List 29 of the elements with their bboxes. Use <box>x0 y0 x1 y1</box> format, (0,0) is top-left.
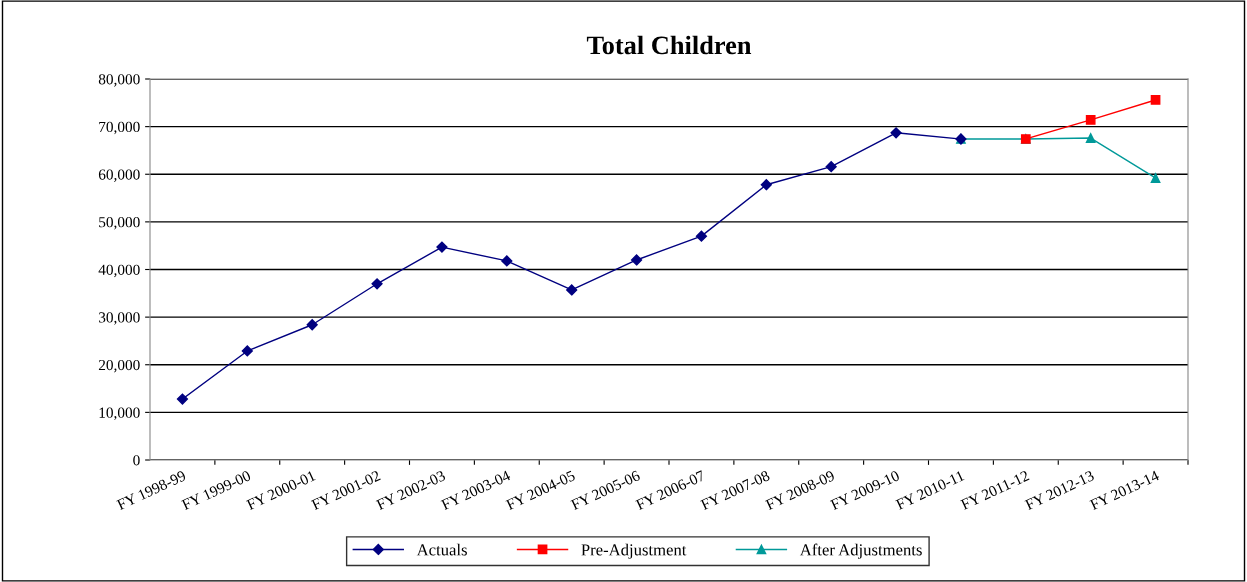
point <box>436 241 448 253</box>
point <box>566 284 578 296</box>
point <box>306 319 318 331</box>
point <box>501 255 513 267</box>
point <box>371 278 383 290</box>
point <box>1150 173 1161 183</box>
chart-title: Total Children <box>586 35 752 55</box>
point <box>241 345 253 357</box>
legend-label: Actuals <box>416 543 467 556</box>
y-tick-label: 60,000 <box>98 169 140 182</box>
y-tick-label: 0 <box>133 455 140 466</box>
y-tick-label: 70,000 <box>99 121 140 135</box>
point <box>825 161 837 173</box>
y-tick-label: 40,000 <box>98 264 140 278</box>
legend-label: After Adjustments <box>799 543 922 559</box>
point <box>1085 115 1096 125</box>
legend-label: Pre-Adjustment <box>581 543 687 559</box>
point <box>630 254 643 266</box>
y-tick-label: 30,000 <box>98 312 140 325</box>
point <box>695 230 708 242</box>
point <box>1150 95 1161 105</box>
y-tick-label: 10,000 <box>99 407 140 421</box>
y-tick-label: 80,000 <box>98 74 140 87</box>
point <box>760 179 772 191</box>
point <box>176 393 189 405</box>
y-tick-label: 50,000 <box>99 217 140 230</box>
point <box>1085 133 1096 143</box>
y-tick-label: 20,000 <box>98 359 140 373</box>
point <box>890 127 902 139</box>
